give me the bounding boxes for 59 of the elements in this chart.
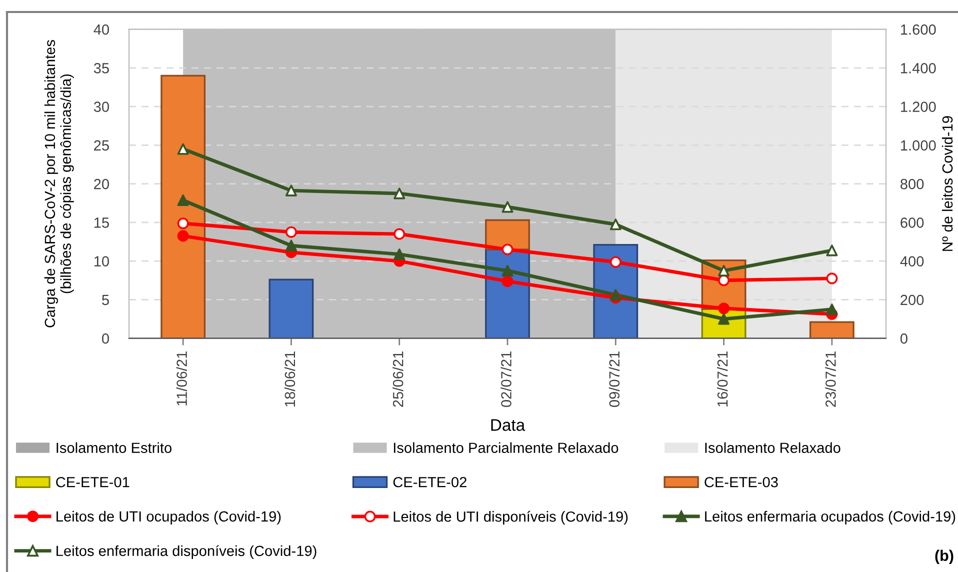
y2-tick-label: 1.600 bbox=[901, 24, 936, 35]
point bbox=[285, 184, 297, 196]
x-tick-label: 23/07/21 bbox=[825, 352, 836, 407]
y-tick-label: 5 bbox=[102, 294, 109, 306]
point bbox=[610, 218, 622, 230]
point bbox=[177, 230, 189, 242]
point bbox=[394, 248, 406, 260]
y2-tick-label: 1.200 bbox=[901, 102, 936, 112]
text: (b) bbox=[935, 550, 954, 564]
y-tick-label: 20 bbox=[94, 178, 109, 190]
point bbox=[502, 201, 514, 213]
bar bbox=[809, 321, 854, 338]
legend-label: Isolamento Parcialmente Relaxado bbox=[394, 442, 618, 453]
y-tick-label: 35 bbox=[94, 63, 109, 74]
legend-label: CE-ETE-02 bbox=[393, 476, 466, 488]
y2-axis-title: Nº de leitos Covid-19 bbox=[942, 116, 953, 251]
legend-label: Isolamento Estrito bbox=[56, 442, 172, 453]
point bbox=[826, 244, 838, 256]
bar bbox=[160, 74, 206, 338]
point bbox=[718, 264, 730, 276]
x-tick-label: 02/07/21 bbox=[500, 352, 512, 407]
y2-tick-label: 1.000 bbox=[901, 140, 936, 151]
y2-tick-label: 400 bbox=[900, 256, 924, 266]
bar bbox=[268, 278, 314, 338]
legend-label: Leitos de UTI disponíveis (Covid-19) bbox=[394, 510, 628, 525]
point bbox=[826, 304, 838, 316]
legend-label: Leitos enfermaria ocupados (Covid-19) bbox=[705, 510, 956, 524]
y-tick-label: 10 bbox=[94, 256, 109, 266]
y2-tick-label: 1.400 bbox=[901, 63, 936, 74]
legend-label: CE-ETE-03 bbox=[704, 476, 778, 488]
y-tick-label: 15 bbox=[94, 218, 109, 228]
legend-label: Leitos enfermaria disponíveis (Covid-19) bbox=[56, 545, 316, 559]
y2-tick-label: 200 bbox=[900, 294, 924, 306]
y-tick-label: 30 bbox=[94, 102, 109, 112]
point bbox=[610, 289, 622, 301]
x-tick-label: 09/07/21 bbox=[608, 352, 620, 407]
y2-tick-label: 600 bbox=[900, 218, 924, 228]
x-tick-label: 16/07/21 bbox=[716, 352, 728, 406]
y-tick-label: 40 bbox=[94, 24, 109, 35]
x-tick-label: 18/06/21 bbox=[284, 352, 296, 406]
y-tick-label: 25 bbox=[94, 140, 109, 151]
x-tick-label: 25/06/21 bbox=[392, 352, 404, 407]
x-tick-label: 11/06/21 bbox=[176, 352, 187, 406]
x-axis-title: Data bbox=[491, 419, 526, 431]
point bbox=[177, 143, 189, 155]
legend-label: Leitos de UTI ocupados (Covid-19) bbox=[56, 510, 281, 524]
point bbox=[177, 194, 189, 206]
point bbox=[502, 276, 514, 288]
legend-label: Isolamento Relaxado bbox=[705, 442, 840, 453]
y2-tick-label: 0 bbox=[900, 333, 908, 344]
point bbox=[502, 264, 514, 276]
y2-tick-label: 800 bbox=[900, 178, 924, 190]
point bbox=[394, 188, 406, 200]
y-tick-label: 0 bbox=[102, 333, 109, 344]
bar bbox=[485, 219, 530, 250]
point bbox=[285, 240, 297, 252]
legend-label: CE-ETE-01 bbox=[56, 476, 130, 488]
y-axis-title: Carga de SARS-CoV-2 por 10 mil habitantes (bilhões de cópias genômicas/dia) bbox=[44, 40, 74, 328]
point bbox=[718, 302, 730, 314]
